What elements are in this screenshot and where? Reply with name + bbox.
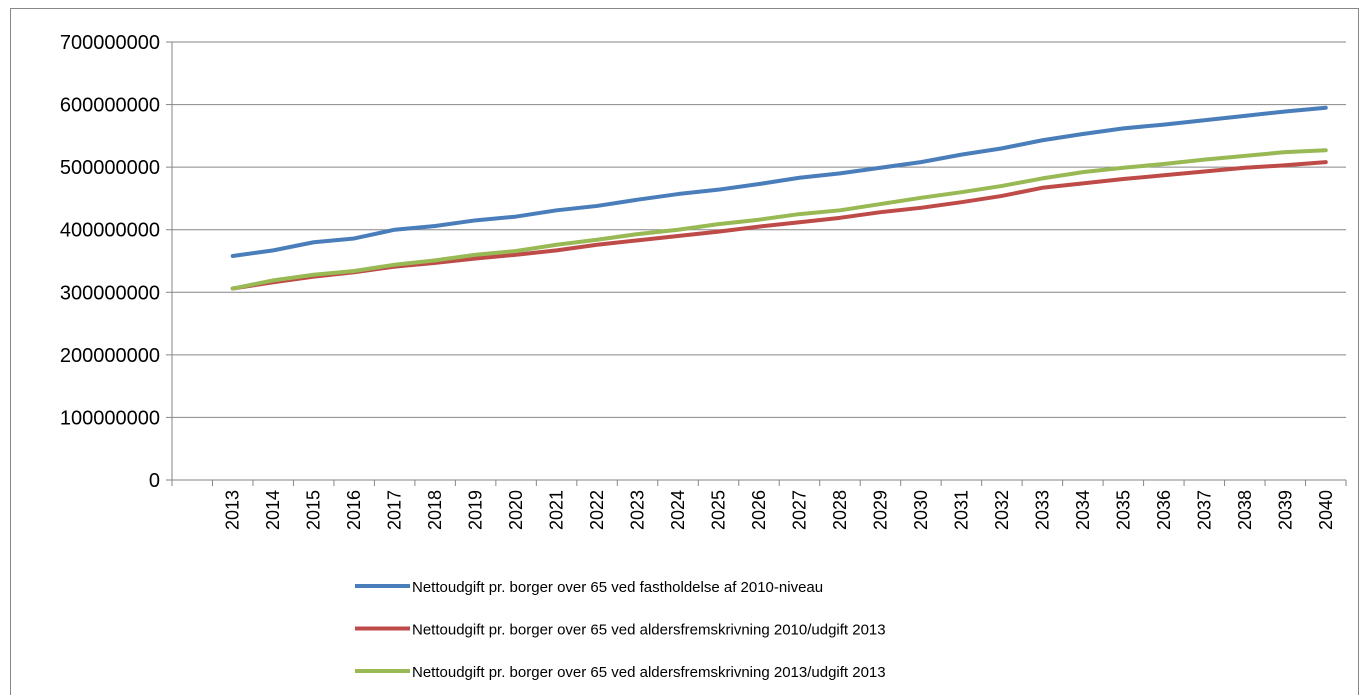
y-tick-label: 200000000 xyxy=(60,345,160,367)
x-tick-label: 2016 xyxy=(344,490,364,530)
series-line xyxy=(230,160,1328,291)
y-tick-label: 500000000 xyxy=(60,157,160,179)
legend-label: Nettoudgift pr. borger over 65 ved fasth… xyxy=(412,579,823,596)
y-tick-label: 300000000 xyxy=(60,282,160,304)
x-tick-label: 2013 xyxy=(223,490,243,530)
x-tick-label: 2015 xyxy=(304,490,324,530)
x-tick-label: 2021 xyxy=(547,490,567,530)
x-tick-label: 2035 xyxy=(1113,490,1133,530)
x-tick-label: 2014 xyxy=(263,490,283,530)
x-tick-label: 2032 xyxy=(992,490,1012,530)
x-tick-label: 2017 xyxy=(385,490,405,530)
x-tick-label: 2038 xyxy=(1235,490,1255,530)
y-tick-label: 100000000 xyxy=(60,407,160,429)
x-tick-label: 2036 xyxy=(1154,490,1174,530)
x-tick-label: 2023 xyxy=(628,490,648,530)
x-tick-label: 2019 xyxy=(466,490,486,530)
x-tick-label: 2030 xyxy=(911,490,931,530)
x-tick-label: 2039 xyxy=(1275,490,1295,530)
x-tick-label: 2020 xyxy=(506,490,526,530)
x-tick-label: 2034 xyxy=(1073,490,1093,530)
x-tick-label: 2028 xyxy=(830,490,850,530)
x-tick-label: 2024 xyxy=(668,490,688,530)
x-tick-label: 2033 xyxy=(1032,490,1052,530)
series-line xyxy=(230,148,1328,291)
y-tick-label: 700000000 xyxy=(60,32,160,54)
x-tick-label: 2037 xyxy=(1194,490,1214,530)
legend-label: Nettoudgift pr. borger over 65 ved alder… xyxy=(412,622,886,639)
x-tick-label: 2026 xyxy=(749,490,769,530)
x-tick-label: 2018 xyxy=(425,490,445,530)
chart-border xyxy=(10,8,1359,695)
x-tick-label: 2040 xyxy=(1316,490,1336,530)
x-tick-label: 2031 xyxy=(951,490,971,530)
x-tick-label: 2025 xyxy=(709,490,729,530)
x-tick-label: 2029 xyxy=(870,490,890,530)
y-tick-label: 400000000 xyxy=(60,220,160,242)
legend-label: Nettoudgift pr. borger over 65 ved alder… xyxy=(412,664,886,681)
x-tick-label: 2027 xyxy=(789,490,809,530)
y-tick-label: 0 xyxy=(149,470,160,492)
series-line xyxy=(230,105,1328,258)
y-tick-label: 600000000 xyxy=(60,95,160,117)
x-tick-label: 2022 xyxy=(587,490,607,530)
